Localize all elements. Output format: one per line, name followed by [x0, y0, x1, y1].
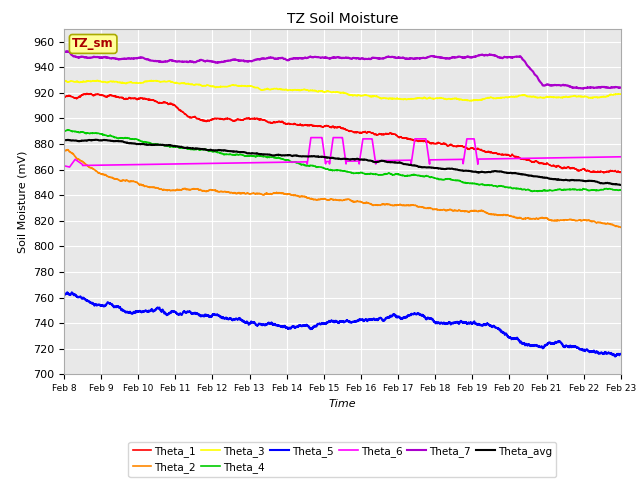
Theta_2 [406, 203, 414, 208]
Theta_3 [60, 78, 68, 84]
Line: Theta_2: Theta_2 [64, 150, 621, 227]
Theta_3 [617, 91, 625, 97]
Theta_avg [617, 182, 625, 188]
Theta_3 [180, 81, 188, 86]
Theta_6 [180, 161, 188, 167]
Theta_6 [617, 154, 625, 160]
Theta_7 [406, 56, 414, 61]
Theta_1 [397, 134, 404, 140]
Line: Theta_avg: Theta_avg [64, 140, 621, 185]
Line: Theta_6: Theta_6 [64, 138, 621, 167]
Theta_3 [397, 96, 404, 102]
Theta_2 [216, 189, 223, 195]
Theta_4 [180, 145, 188, 151]
Theta_5 [406, 312, 414, 317]
Theta_avg [564, 178, 572, 183]
Theta_1 [406, 137, 414, 143]
Theta_2 [60, 147, 68, 153]
Theta_5 [564, 344, 572, 349]
Theta_1 [617, 169, 625, 175]
Theta_7 [579, 85, 587, 91]
Theta_1 [83, 91, 91, 96]
Theta_1 [564, 164, 572, 170]
Theta_avg [617, 182, 625, 188]
Theta_7 [180, 59, 188, 65]
Title: TZ Soil Moisture: TZ Soil Moisture [287, 12, 398, 26]
Theta_6 [407, 157, 415, 163]
Line: Theta_1: Theta_1 [64, 94, 621, 173]
Theta_5 [617, 351, 625, 357]
Theta_5 [216, 313, 223, 319]
Theta_6 [564, 155, 572, 160]
Y-axis label: Soil Moisture (mV): Soil Moisture (mV) [17, 150, 28, 253]
Theta_3 [216, 84, 223, 90]
Theta_5 [63, 289, 71, 295]
Theta_2 [617, 224, 625, 230]
Theta_4 [617, 187, 625, 193]
Theta_6 [307, 135, 315, 141]
Theta_2 [564, 217, 572, 223]
Theta_7 [63, 48, 71, 54]
Theta_4 [64, 127, 72, 132]
Theta_6 [617, 154, 625, 160]
Legend: Theta_1, Theta_2, Theta_3, Theta_4, Theta_5, Theta_6, Theta_7, Theta_avg: Theta_1, Theta_2, Theta_3, Theta_4, Thet… [129, 442, 556, 477]
Theta_4 [564, 187, 572, 192]
Theta_4 [60, 128, 68, 134]
Theta_7 [397, 55, 404, 60]
Theta_5 [617, 351, 625, 357]
Theta_1 [617, 169, 625, 175]
Theta_avg [397, 160, 404, 166]
Theta_2 [180, 186, 188, 192]
Theta_6 [66, 164, 74, 170]
Theta_6 [216, 160, 223, 166]
Theta_5 [180, 309, 188, 315]
Theta_3 [617, 91, 625, 97]
Theta_1 [216, 116, 223, 121]
Line: Theta_5: Theta_5 [64, 292, 621, 357]
Theta_4 [216, 150, 223, 156]
Theta_4 [397, 172, 404, 178]
Theta_4 [406, 172, 414, 178]
Theta_2 [617, 224, 625, 230]
Theta_3 [564, 94, 572, 100]
Theta_avg [617, 182, 625, 188]
Theta_5 [397, 315, 404, 321]
Line: Theta_7: Theta_7 [64, 51, 621, 88]
Theta_6 [60, 163, 68, 168]
Line: Theta_3: Theta_3 [64, 81, 621, 101]
Theta_avg [60, 137, 68, 143]
Theta_1 [180, 109, 188, 115]
Theta_7 [617, 84, 625, 90]
Theta_1 [60, 95, 68, 101]
Theta_avg [180, 145, 188, 151]
Theta_avg [406, 162, 414, 168]
Theta_2 [397, 202, 404, 208]
Theta_7 [60, 49, 68, 55]
Theta_4 [534, 189, 541, 194]
Theta_7 [216, 60, 223, 65]
X-axis label: Time: Time [328, 399, 356, 408]
Line: Theta_4: Theta_4 [64, 130, 621, 192]
Theta_5 [611, 354, 619, 360]
Theta_3 [466, 98, 474, 104]
Theta_1 [600, 170, 608, 176]
Text: TZ_sm: TZ_sm [72, 37, 114, 50]
Theta_3 [93, 78, 100, 84]
Theta_7 [617, 85, 625, 91]
Theta_5 [60, 289, 68, 295]
Theta_3 [406, 96, 414, 102]
Theta_4 [617, 187, 625, 193]
Theta_avg [216, 147, 223, 153]
Theta_avg [92, 137, 99, 143]
Theta_2 [64, 147, 72, 153]
Theta_6 [397, 157, 404, 163]
Theta_7 [564, 83, 572, 89]
